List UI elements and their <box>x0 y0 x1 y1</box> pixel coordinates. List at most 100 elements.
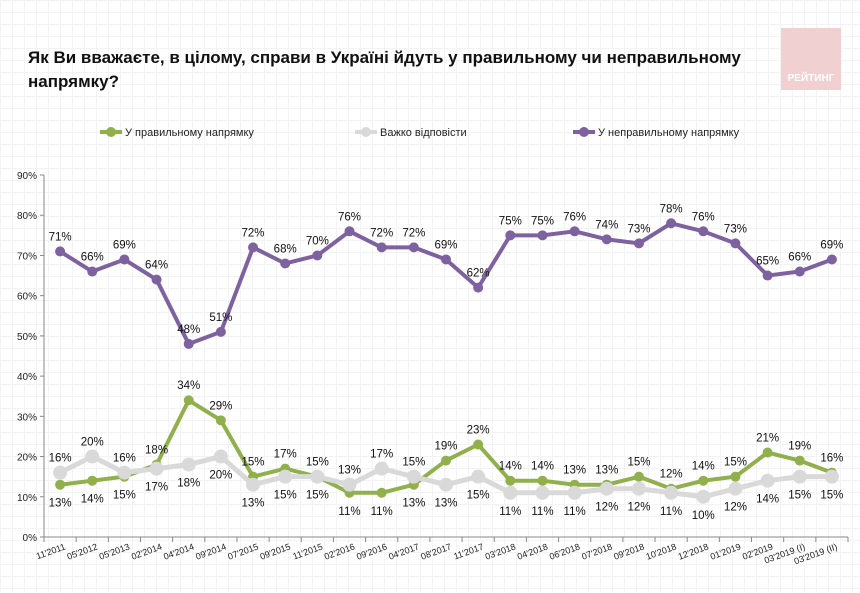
data-point <box>569 226 580 237</box>
data-label: 69% <box>820 239 843 251</box>
data-point <box>505 475 516 486</box>
data-label: 16% <box>820 453 843 465</box>
data-point <box>151 274 162 285</box>
x-tick-label: 04'2017 <box>387 541 420 561</box>
data-label: 11% <box>531 506 553 518</box>
data-point <box>246 477 261 492</box>
x-tick-label: 02'2016 <box>323 541 356 561</box>
x-tick-label: 01'2019 <box>709 541 742 561</box>
data-label: 14% <box>756 494 779 506</box>
legend-marker <box>106 127 116 137</box>
data-label: 16% <box>113 453 136 465</box>
data-label: 14% <box>499 461 522 473</box>
data-point <box>762 447 773 458</box>
data-label: 15% <box>467 490 490 502</box>
data-point <box>408 242 419 253</box>
data-label: 17% <box>145 482 168 494</box>
x-tick-label: 10'2018 <box>645 541 678 561</box>
data-label: 66% <box>81 252 104 264</box>
data-point <box>87 475 98 486</box>
data-label: 14% <box>692 461 715 473</box>
data-point <box>730 471 741 482</box>
data-label: 15% <box>788 490 811 502</box>
data-point <box>762 270 773 281</box>
data-point <box>183 395 194 406</box>
x-tick-label: 09'2014 <box>194 541 227 561</box>
rating-logo: РЕЙТИНГ <box>781 28 841 90</box>
data-point <box>215 326 226 337</box>
data-label: 75% <box>531 215 554 227</box>
x-tick-label: 05'2013 <box>98 541 131 561</box>
data-label: 21% <box>756 433 779 445</box>
data-point <box>312 250 323 261</box>
data-label: 15% <box>242 457 265 469</box>
x-tick-label: 07'2015 <box>226 541 259 561</box>
data-point <box>826 254 837 265</box>
data-point <box>696 489 711 504</box>
data-point <box>601 234 612 245</box>
data-point <box>537 230 548 241</box>
data-point <box>505 230 516 241</box>
data-point <box>503 485 518 500</box>
data-label: 48% <box>177 324 200 336</box>
data-label: 19% <box>434 441 457 453</box>
data-label: 17% <box>370 449 393 461</box>
data-label: 15% <box>274 490 297 502</box>
y-tick-label: 20% <box>17 453 37 464</box>
data-point <box>441 254 451 265</box>
data-label: 51% <box>209 312 232 324</box>
y-tick-label: 90% <box>17 171 37 182</box>
data-label: 14% <box>81 494 104 506</box>
data-label: 11% <box>564 506 586 518</box>
data-label: 23% <box>467 424 490 436</box>
data-label: 72% <box>242 227 265 239</box>
data-point <box>473 439 484 450</box>
data-point <box>374 461 389 476</box>
data-label: 69% <box>434 239 457 251</box>
data-point <box>698 226 709 237</box>
data-label: 72% <box>402 227 425 239</box>
y-tick-label: 40% <box>17 372 37 383</box>
logo-text: РЕЙТИНГ <box>787 73 835 84</box>
data-point <box>183 338 194 349</box>
data-point <box>310 469 325 484</box>
data-point <box>633 471 644 482</box>
data-label: 20% <box>81 437 104 449</box>
data-point <box>599 481 614 496</box>
data-label: 18% <box>145 445 168 457</box>
data-point <box>760 473 775 488</box>
data-label: 75% <box>499 215 522 227</box>
x-tick-label: 04'2018 <box>516 541 549 561</box>
data-point <box>119 254 130 265</box>
x-tick-label: 11'2011 <box>35 541 67 561</box>
data-point <box>53 465 68 480</box>
data-point <box>278 469 293 484</box>
legend-marker <box>361 127 371 137</box>
data-point <box>280 258 291 269</box>
data-point <box>248 242 259 253</box>
data-point <box>631 481 646 496</box>
data-label: 13% <box>563 465 586 477</box>
data-label: 70% <box>306 235 329 247</box>
chart-title: Як Ви вважаєте, в цілому, справи в Украї… <box>28 48 741 91</box>
data-point <box>117 465 132 480</box>
data-point <box>55 479 66 490</box>
x-tick-label: 07'2018 <box>580 541 613 561</box>
data-label: 13% <box>49 498 72 510</box>
legend-label: У неправильному напрямку <box>598 127 740 139</box>
data-point <box>181 457 196 472</box>
data-point <box>342 477 357 492</box>
x-tick-label: 03'2018 <box>484 541 517 561</box>
data-label: 15% <box>306 490 329 502</box>
data-label: 69% <box>113 239 136 251</box>
data-label: 13% <box>242 498 265 510</box>
data-label: 19% <box>788 441 811 453</box>
data-label: 29% <box>209 400 232 412</box>
data-point <box>567 485 582 500</box>
data-point <box>213 449 228 464</box>
y-tick-label: 50% <box>17 332 37 343</box>
x-tick-label: 09'2015 <box>259 541 292 561</box>
data-point <box>664 485 679 500</box>
data-point <box>376 487 387 498</box>
data-label: 15% <box>113 490 136 502</box>
